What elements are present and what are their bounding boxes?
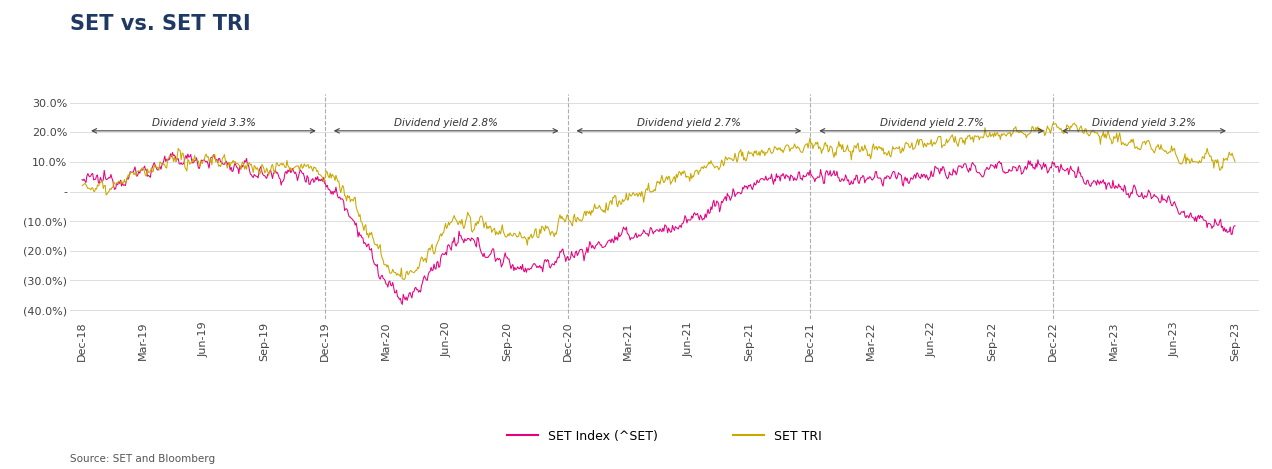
Text: SET vs. SET TRI: SET vs. SET TRI [70,14,251,34]
Text: Dividend yield 2.7%: Dividend yield 2.7% [880,119,983,129]
Text: Dividend yield 3.2%: Dividend yield 3.2% [1093,119,1196,129]
Text: Dividend yield 2.7%: Dividend yield 2.7% [637,119,740,129]
Text: Dividend yield 2.8%: Dividend yield 2.8% [394,119,499,129]
Text: Dividend yield 3.3%: Dividend yield 3.3% [151,119,256,129]
Legend: SET Index (^SET), SET TRI: SET Index (^SET), SET TRI [502,425,827,448]
Text: Source: SET and Bloomberg: Source: SET and Bloomberg [70,454,215,464]
